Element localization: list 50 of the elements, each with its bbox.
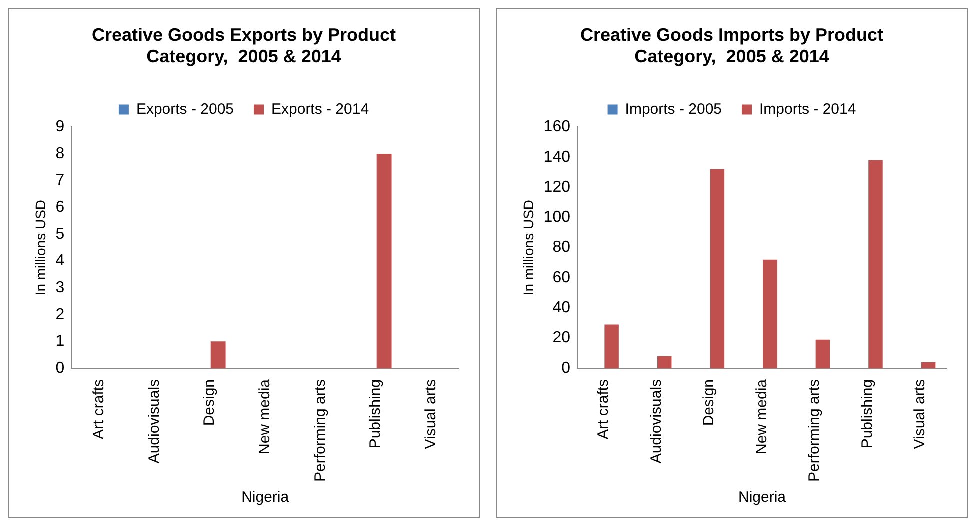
x-tick-label: Visual arts [912,379,929,450]
x-tick-label: Performing arts [806,379,824,482]
chart-title: Creative Goods Exports by Product Category, 2005 & 2014 [92,24,396,66]
y-tick-label: 4 [56,252,65,270]
x-tick-label: Art crafts [90,379,108,440]
legend-label: Imports - 2005 [625,100,722,118]
chart-title: Creative Goods Imports by Product Category, 2005 & 2014 [580,24,884,66]
x-axis-title: Nigeria [738,489,787,506]
bar [816,340,830,368]
y-tick-label: 1 [56,333,65,350]
bar [657,356,672,368]
y-tick-label: 0 [56,360,65,377]
x-tick-label: New media [256,378,274,454]
y-axis-title: In millions USD [32,200,48,296]
y-tick-label: 160 [544,118,571,136]
legend-label: Exports - 2005 [136,100,234,118]
legend-label: Exports - 2014 [272,100,370,118]
y-tick-label: 100 [544,209,571,226]
x-tick-label: Audiovisuals [146,379,163,464]
bar [604,324,619,368]
x-tick-label: Design [201,379,218,426]
y-tick-label: 40 [552,300,571,317]
x-tick-label: Publishing [367,379,384,449]
y-tick-label: 80 [552,239,571,256]
x-tick-label: Design [700,379,718,426]
y-tick-label: 2 [56,306,65,324]
y-tick-label: 8 [56,145,65,162]
bar [921,362,936,368]
x-tick-label: Audiovisuals [648,379,665,464]
y-tick-label: 0 [562,360,571,377]
y-tick-label: 7 [56,172,65,190]
y-axis-title: In millions USD [520,200,536,296]
y-tick-label: 140 [544,148,571,166]
x-tick-label: Performing arts [312,379,329,482]
bar [763,260,778,368]
bar [710,169,725,368]
x-tick-label: Publishing [858,379,876,449]
legend-label: Imports - 2014 [760,100,856,118]
x-tick-label: Art crafts [595,379,612,440]
x-tick-label: Visual arts [422,379,440,450]
y-tick-label: 20 [552,330,571,347]
y-tick-label: 3 [56,279,65,296]
y-tick-label: 120 [544,178,571,196]
y-tick-label: 9 [56,118,65,136]
x-tick-label: New media [753,378,770,454]
x-axis-title: Nigeria [242,489,290,506]
bar [868,160,883,368]
y-tick-label: 60 [552,269,571,286]
y-tick-label: 6 [56,199,65,216]
y-tick-label: 5 [56,226,65,243]
